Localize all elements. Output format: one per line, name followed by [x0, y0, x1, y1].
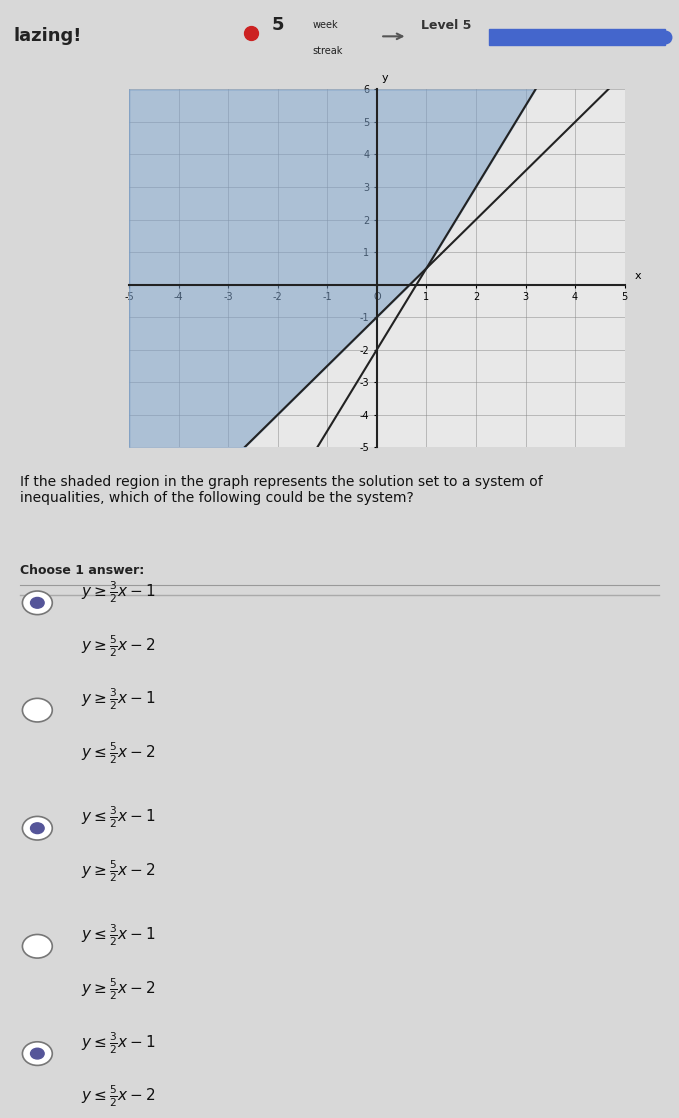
Text: week: week: [312, 20, 338, 30]
Text: $y \geq \frac{3}{2}x - 1$: $y \geq \frac{3}{2}x - 1$: [81, 579, 156, 605]
Bar: [489, 29, 665, 45]
Text: $y \geq \frac{3}{2}x - 1$: $y \geq \frac{3}{2}x - 1$: [81, 686, 156, 712]
Text: $y \geq \frac{5}{2}x - 2$: $y \geq \frac{5}{2}x - 2$: [81, 976, 156, 1002]
Text: $y \leq \frac{3}{2}x - 1$: $y \leq \frac{3}{2}x - 1$: [81, 922, 156, 948]
Circle shape: [22, 1042, 52, 1065]
Text: $y \geq \frac{5}{2}x - 2$: $y \geq \frac{5}{2}x - 2$: [81, 633, 156, 659]
Text: lazing!: lazing!: [14, 27, 82, 46]
Text: $y \leq \frac{5}{2}x - 2$: $y \leq \frac{5}{2}x - 2$: [81, 1083, 156, 1109]
Circle shape: [22, 591, 52, 615]
Text: Level 5: Level 5: [421, 19, 471, 32]
Text: $y \geq \frac{5}{2}x - 2$: $y \geq \frac{5}{2}x - 2$: [81, 859, 156, 884]
Text: x: x: [635, 272, 641, 282]
Text: streak: streak: [312, 46, 343, 56]
Text: 5: 5: [272, 17, 284, 35]
Circle shape: [31, 1049, 44, 1059]
Text: If the shaded region in the graph represents the solution set to a system of
ine: If the shaded region in the graph repres…: [20, 475, 543, 505]
Circle shape: [22, 816, 52, 840]
Circle shape: [31, 597, 44, 608]
Text: $y \leq \frac{5}{2}x - 2$: $y \leq \frac{5}{2}x - 2$: [81, 740, 156, 766]
Text: $y \leq \frac{3}{2}x - 1$: $y \leq \frac{3}{2}x - 1$: [81, 1030, 156, 1055]
Text: y: y: [382, 73, 388, 83]
Circle shape: [22, 699, 52, 722]
Circle shape: [31, 823, 44, 834]
Text: $y \leq \frac{3}{2}x - 1$: $y \leq \frac{3}{2}x - 1$: [81, 805, 156, 831]
Text: Choose 1 answer:: Choose 1 answer:: [20, 565, 145, 577]
Circle shape: [22, 935, 52, 958]
